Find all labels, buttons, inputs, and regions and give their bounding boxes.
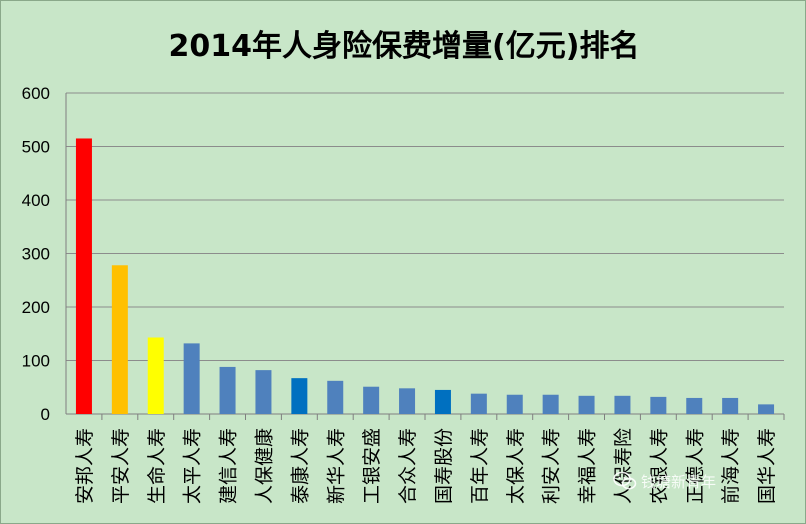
- category-label: 国寿股份: [433, 428, 455, 504]
- bar: [363, 386, 380, 414]
- bar: [183, 343, 200, 414]
- category-label: 合众人寿: [397, 428, 419, 504]
- bar: [291, 378, 308, 414]
- category-label: 太平人寿: [182, 428, 204, 504]
- category-label: 幸福人寿: [577, 428, 599, 504]
- y-tick-label: 400: [22, 191, 50, 210]
- category-label: 安邦人寿: [74, 428, 96, 504]
- y-tick-label: 300: [22, 245, 50, 264]
- watermark: 钱塘新青年: [613, 471, 783, 493]
- category-label: 国华人寿: [756, 428, 778, 504]
- bar: [327, 380, 344, 414]
- category-label: 前海人寿: [720, 428, 742, 504]
- y-tick-label: 0: [41, 405, 50, 424]
- bar: [399, 388, 416, 414]
- y-tick-label: 500: [22, 138, 50, 157]
- category-label: 建信人寿: [218, 428, 240, 504]
- category-label: 工银安盛: [361, 428, 383, 504]
- bar: [542, 394, 559, 414]
- watermark-text: 钱塘新青年: [641, 473, 717, 491]
- y-tick-label: 600: [22, 84, 50, 103]
- category-label: 利安人寿: [541, 428, 563, 504]
- bar: [758, 404, 775, 414]
- category-label: 人保健康: [253, 428, 275, 504]
- bar: [722, 397, 739, 414]
- bar: [219, 366, 236, 414]
- bar: [111, 265, 128, 414]
- bar: [470, 393, 487, 414]
- category-label: 平安人寿: [110, 428, 132, 504]
- bar: [434, 389, 451, 414]
- category-label: 太保人寿: [505, 428, 527, 504]
- category-label: 正德人寿: [684, 428, 706, 504]
- category-label: 生命人寿: [146, 428, 168, 504]
- bar: [578, 395, 595, 414]
- bar: [506, 394, 523, 414]
- y-tick-label: 100: [22, 352, 50, 371]
- category-label: 农银人寿: [648, 428, 670, 504]
- bar: [686, 397, 703, 414]
- category-label: 百年人寿: [469, 428, 491, 504]
- category-label: 泰康人寿: [289, 428, 311, 504]
- bar: [650, 396, 667, 414]
- category-label: 新华人寿: [325, 428, 347, 504]
- wechat-icon: [613, 471, 637, 490]
- chart-title: 2014年人身险保费增量(亿元)排名: [169, 29, 640, 64]
- bar: [147, 337, 164, 414]
- bar: [75, 138, 92, 414]
- y-tick-label: 200: [22, 298, 50, 317]
- bar: [255, 370, 272, 414]
- bar: [614, 395, 631, 414]
